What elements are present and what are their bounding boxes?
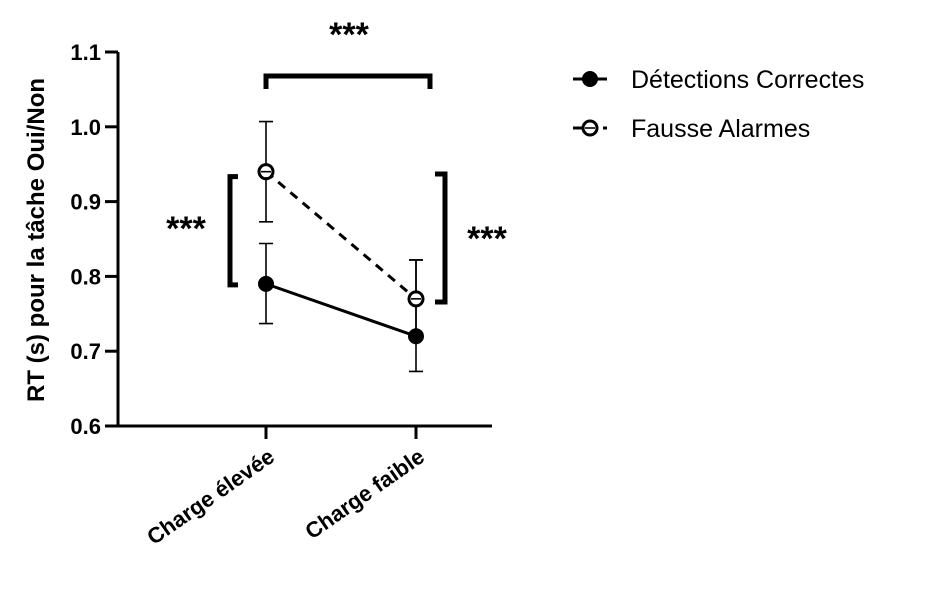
y-tick-label: 0.9 — [70, 190, 101, 215]
y-tick-label: 1.0 — [70, 115, 101, 140]
series-detections-correctes — [258, 242, 424, 373]
y-tick-label: 0.6 — [70, 414, 101, 439]
bracket-left — [227, 174, 238, 288]
significance-label-top: *** — [329, 16, 369, 54]
y-tick-label: 0.8 — [70, 264, 101, 289]
y-tick-label: 1.1 — [70, 40, 101, 65]
series-layer — [257, 120, 425, 373]
x-axis-ticks: Charge élevée Charge faible — [142, 426, 429, 550]
data-point — [258, 275, 274, 292]
significance-label-right: *** — [467, 220, 507, 258]
legend-swatch-marker — [582, 71, 598, 87]
legend-label: Fausse Alarmes — [631, 115, 810, 143]
x-tick-label: Charge élevée — [142, 444, 279, 550]
series-fausse-alarmes — [257, 120, 425, 338]
significance-annotations: *** *** *** — [166, 16, 508, 305]
y-axis-label: RT (s) pour la tâche Oui/Non — [23, 78, 50, 402]
bracket-top — [263, 73, 433, 89]
series-line — [265, 170, 417, 300]
y-tick-label: 0.7 — [70, 339, 101, 364]
legend: Détections Correctes Fausse Alarmes — [573, 66, 864, 143]
y-axis-ticks: 0.6 0.7 0.8 0.9 1.0 1.1 — [70, 40, 118, 439]
legend-label: Détections Correctes — [631, 66, 864, 94]
series-line — [265, 282, 417, 338]
bracket-right — [435, 171, 448, 305]
significance-label-left: *** — [166, 210, 206, 248]
legend-item: Fausse Alarmes — [573, 115, 810, 143]
legend-item: Détections Correctes — [573, 66, 864, 94]
x-tick-label: Charge faible — [300, 444, 429, 544]
